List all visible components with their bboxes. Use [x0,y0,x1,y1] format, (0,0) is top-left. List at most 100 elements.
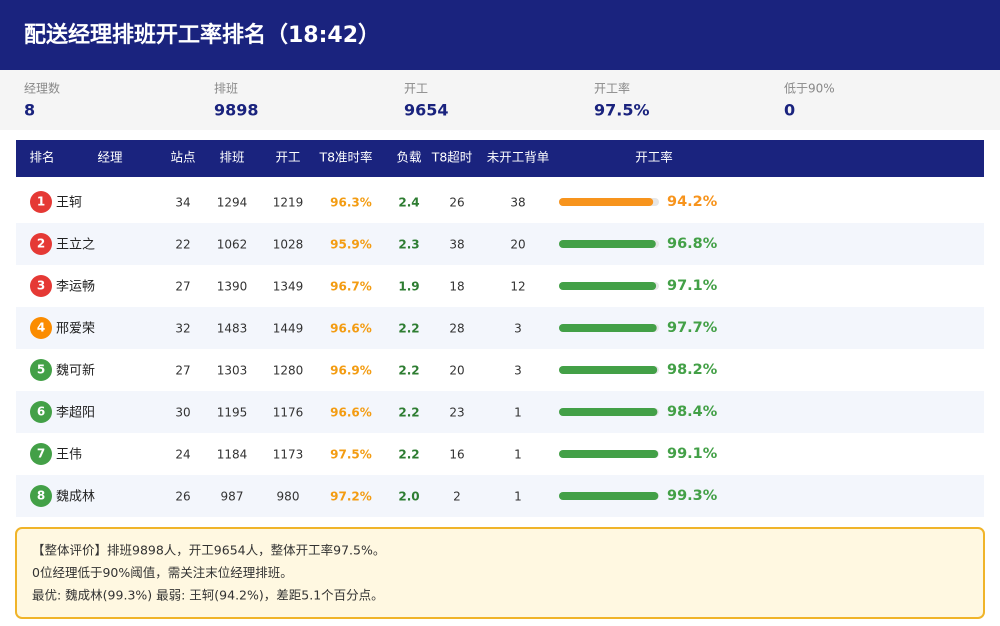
cell-unstarted: 12 [510,280,525,294]
cell-load: 2.4 [398,196,419,210]
cell-stations: 24 [175,448,190,462]
column-header: 排名 [29,150,54,165]
table-row [16,433,984,475]
cell-t8-rate: 97.2% [330,490,372,504]
cell-unstarted: 20 [510,238,525,252]
rate-bar [559,282,657,290]
cell-stations: 22 [175,238,190,252]
cell-load: 2.2 [398,322,419,336]
rate-label: 98.4% [667,404,718,420]
cell-scheduled: 987 [221,490,244,504]
cell-unstarted: 38 [510,196,525,210]
cell-unstarted: 1 [514,490,522,504]
cell-scheduled: 1390 [217,280,248,294]
stats-panel [0,70,1000,130]
column-header: 经理 [97,150,123,165]
cell-t8-rate: 95.9% [330,238,372,252]
summary-box [15,527,985,619]
stat-label: 低于90% [784,82,835,96]
cell-t8-overtime: 28 [449,322,464,336]
cell-scheduled: 1184 [217,448,248,462]
stat-value: 97.5% [594,101,650,120]
cell-stations: 32 [175,322,190,336]
cell-started: 1028 [273,238,304,252]
rate-label: 97.1% [667,278,718,294]
manager-name: 李超阳 [56,406,95,421]
column-header: 开工率 [635,150,673,165]
cell-t8-overtime: 18 [449,280,464,294]
rank-badge [30,485,52,507]
rank: 2 [37,237,45,251]
rate-label: 97.7% [667,320,718,336]
rank-badge [30,317,52,339]
table-row [16,223,984,265]
summary-line: 【整体评价】排班9898人，开工9654人，整体开工率97.5%。 [32,543,385,558]
cell-scheduled: 1062 [217,238,248,252]
stat-label: 经理数 [24,81,60,96]
rate-label: 98.2% [667,362,718,378]
cell-t8-overtime: 23 [449,406,464,420]
cell-scheduled: 1294 [217,196,248,210]
cell-stations: 27 [175,364,190,378]
table-row [16,181,984,223]
column-header: 排班 [219,150,244,165]
cell-t8-overtime: 26 [449,196,464,210]
cell-t8-rate: 96.7% [330,280,372,294]
stat-value: 9654 [404,101,449,120]
manager-name: 李运畅 [56,280,95,295]
column-header: 负载 [396,150,422,165]
cell-unstarted: 3 [514,322,522,336]
rank-badge [30,443,52,465]
column-header: 未开工背单 [487,150,550,165]
cell-t8-rate: 96.3% [330,196,372,210]
stat-label: 开工率 [594,81,630,96]
page-title: 配送经理排班开工率排名（18:42） [24,22,380,48]
cell-load: 1.9 [398,280,419,294]
rate-bar [559,324,657,332]
cell-started: 1173 [273,448,304,462]
cell-stations: 30 [175,406,190,420]
cell-started: 1176 [273,406,304,420]
rate-bar [559,408,658,416]
table-row [16,349,984,391]
header-bar [0,0,1000,70]
cell-load: 2.2 [398,448,419,462]
cell-load: 2.3 [398,238,419,252]
rank-badge [30,191,52,213]
manager-name: 魏可新 [56,363,95,379]
cell-t8-overtime: 38 [449,238,464,252]
rate-bar [559,492,659,500]
cell-t8-overtime: 16 [449,448,464,462]
rate-label: 96.8% [667,236,718,252]
manager-name: 魏成林 [56,490,95,505]
stat-value: 8 [24,101,35,120]
column-header: 开工 [275,150,300,165]
cell-unstarted: 1 [514,448,522,462]
manager-name: 王立之 [56,238,95,253]
column-header: 站点 [170,150,195,165]
cell-started: 1449 [273,322,304,336]
cell-scheduled: 1195 [217,406,248,420]
manager-name: 王伟 [56,448,82,463]
cell-stations: 26 [175,490,190,504]
cell-t8-overtime: 2 [453,490,461,504]
table-header [16,140,984,177]
rate-label: 94.2% [667,194,718,210]
table-row [16,391,984,433]
cell-t8-rate: 97.5% [330,448,372,462]
rank: 1 [37,195,45,209]
rate-bar [559,198,654,206]
summary-line: 0位经理低于90%阈值，需关注末位经理排班。 [32,565,293,580]
table-row [16,265,984,307]
cell-t8-rate: 96.6% [330,322,372,336]
table-row [16,475,984,517]
cell-stations: 27 [175,280,190,294]
summary-line: 最优: 魏成林(99.3%) 最弱: 王轲(94.2%)，差距5.1个百分点。 [32,588,384,603]
rate-label: 99.1% [667,446,718,462]
rank: 4 [37,321,45,335]
rank-badge [30,233,52,255]
cell-load: 2.2 [398,364,419,378]
rank: 3 [37,279,45,293]
rank: 5 [37,363,45,377]
rank-badge [30,359,52,381]
